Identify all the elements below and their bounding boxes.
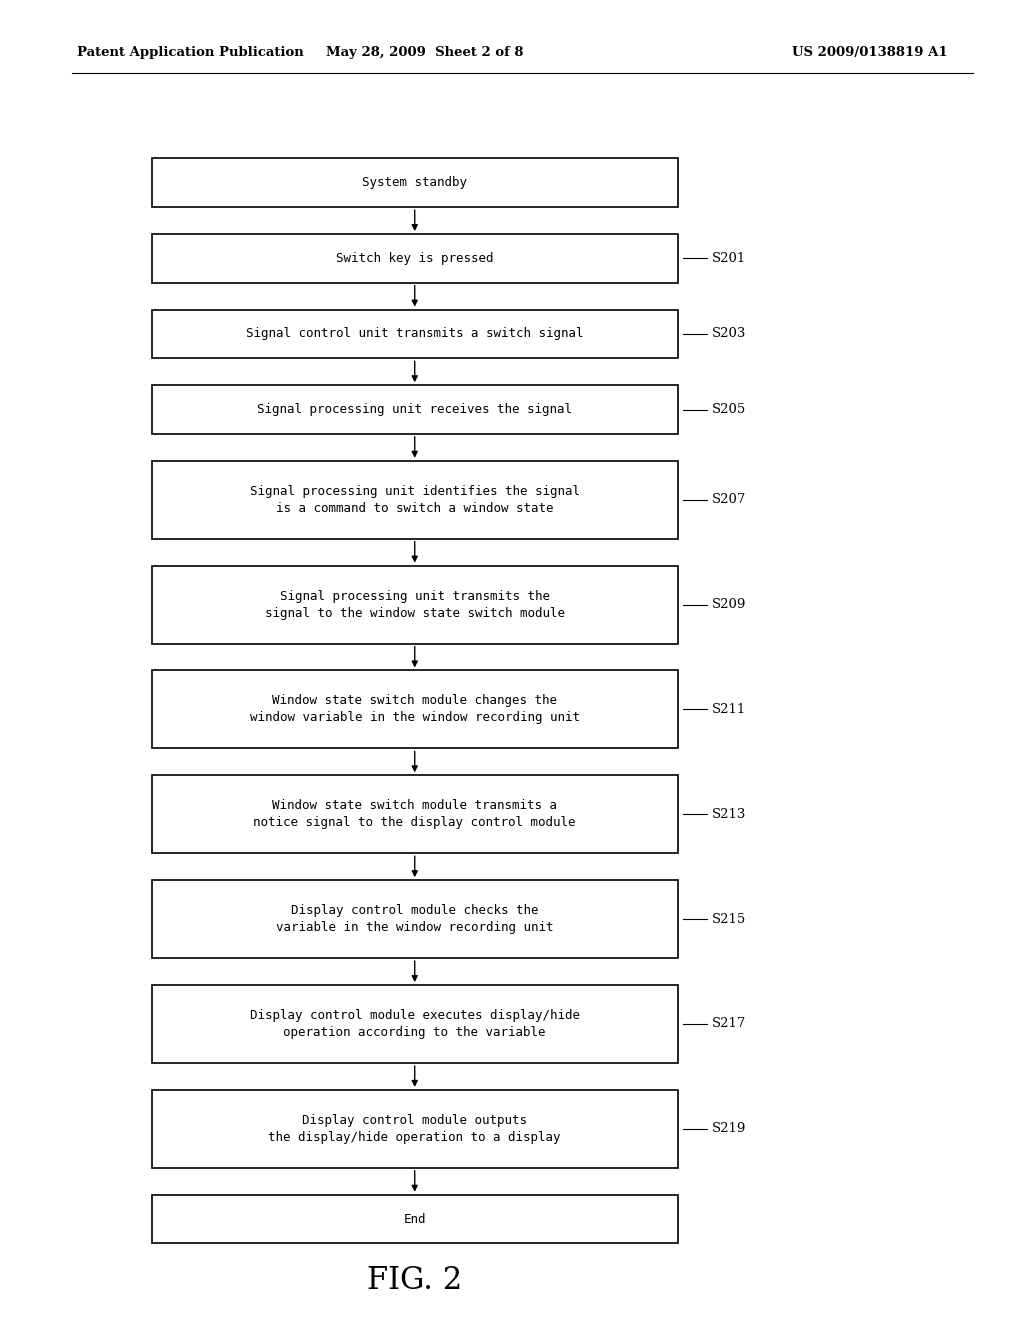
Bar: [152, 158, 678, 207]
Text: S207: S207: [712, 494, 746, 507]
Text: S201: S201: [712, 252, 745, 265]
Text: System standby: System standby: [362, 177, 467, 189]
Text: Window state switch module transmits a
notice signal to the display control modu: Window state switch module transmits a n…: [254, 800, 575, 829]
Text: S205: S205: [712, 403, 745, 416]
Text: FIG. 2: FIG. 2: [367, 1265, 463, 1296]
Text: S213: S213: [712, 808, 746, 821]
Bar: [152, 775, 678, 853]
Text: S215: S215: [712, 912, 745, 925]
Text: S209: S209: [712, 598, 746, 611]
Text: Patent Application Publication: Patent Application Publication: [77, 46, 303, 59]
Bar: [152, 985, 678, 1063]
Text: Signal control unit transmits a switch signal: Signal control unit transmits a switch s…: [246, 327, 584, 341]
Text: Signal processing unit receives the signal: Signal processing unit receives the sign…: [257, 403, 572, 416]
Text: Display control module checks the
variable in the window recording unit: Display control module checks the variab…: [276, 904, 553, 935]
Bar: [152, 1090, 678, 1168]
Text: Window state switch module changes the
window variable in the window recording u: Window state switch module changes the w…: [250, 694, 580, 725]
Bar: [152, 880, 678, 958]
Text: End: End: [403, 1213, 426, 1225]
Text: US 2009/0138819 A1: US 2009/0138819 A1: [792, 46, 947, 59]
Text: S203: S203: [712, 327, 746, 341]
Bar: [152, 234, 678, 282]
Bar: [152, 565, 678, 644]
Bar: [152, 461, 678, 539]
Text: Switch key is pressed: Switch key is pressed: [336, 252, 494, 265]
Bar: [152, 385, 678, 434]
Text: May 28, 2009  Sheet 2 of 8: May 28, 2009 Sheet 2 of 8: [327, 46, 523, 59]
Text: Signal processing unit transmits the
signal to the window state switch module: Signal processing unit transmits the sig…: [265, 590, 564, 619]
Text: Display control module executes display/hide
operation according to the variable: Display control module executes display/…: [250, 1008, 580, 1039]
Text: S211: S211: [712, 704, 745, 715]
Bar: [152, 310, 678, 358]
Text: S217: S217: [712, 1018, 746, 1031]
Text: S219: S219: [712, 1122, 746, 1135]
Bar: [152, 671, 678, 748]
Bar: [152, 1195, 678, 1243]
Text: Display control module outputs
the display/hide operation to a display: Display control module outputs the displ…: [268, 1114, 561, 1144]
Text: Signal processing unit identifies the signal
is a command to switch a window sta: Signal processing unit identifies the si…: [250, 484, 580, 515]
